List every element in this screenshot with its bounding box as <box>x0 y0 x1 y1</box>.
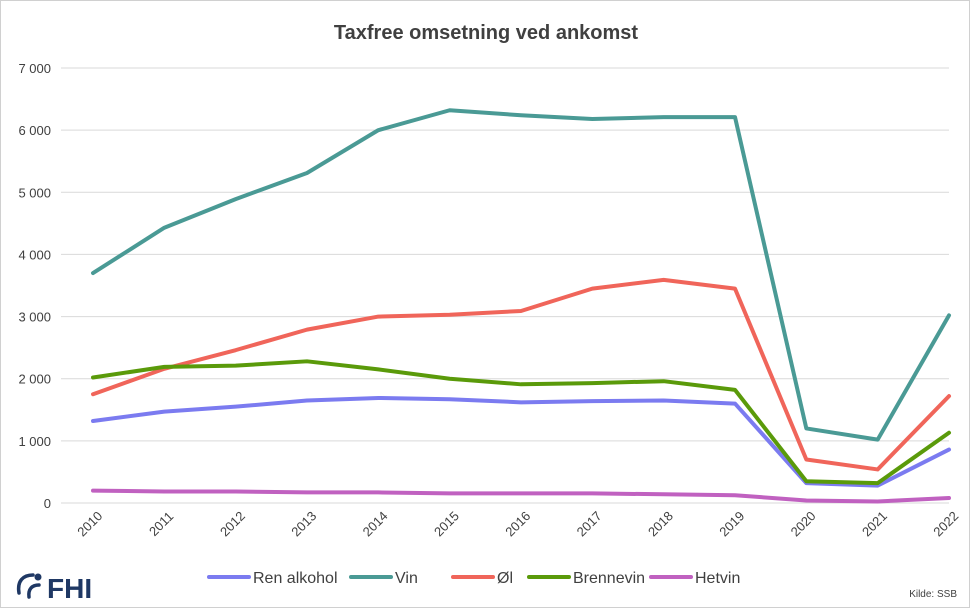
x-tick-label: 2015 <box>431 508 462 539</box>
x-tick-label: 2011 <box>146 509 176 539</box>
x-tick-label: 2014 <box>360 508 391 539</box>
x-tick-label: 2021 <box>859 508 890 539</box>
fhi-logo: FHI <box>16 573 92 604</box>
x-tick-label: 2013 <box>288 508 319 539</box>
series-line-hetvin <box>91 488 951 504</box>
x-tick-label: 2020 <box>788 508 819 539</box>
series-line-øl <box>91 277 951 472</box>
y-tick-label: 0 <box>44 496 51 511</box>
x-tick-label: 2018 <box>645 508 676 539</box>
series-line-ren-alkohol <box>91 395 951 488</box>
x-axis-ticks: 2010 2011 2012 2013 2014 2015 2016 2017 2018 2019… <box>74 508 961 539</box>
legend-label: Hetvin <box>695 570 740 587</box>
chart-title: Taxfree omsetning ved ankomst <box>334 22 639 44</box>
gridlines <box>61 67 949 504</box>
x-tick-label: 2012 <box>217 508 248 539</box>
y-tick-label: 6 000 <box>18 123 51 138</box>
series-line-vin <box>91 108 951 442</box>
y-tick-label: 1 000 <box>18 434 51 449</box>
x-tick-label: 2019 <box>716 508 747 539</box>
source-note: Kilde: SSB <box>909 589 957 600</box>
series-lines <box>91 108 951 504</box>
y-tick-label: 3 000 <box>18 310 51 325</box>
y-tick-label: 4 000 <box>18 247 51 262</box>
x-tick-label: 2022 <box>930 508 961 539</box>
x-tick-label: 2016 <box>502 508 533 539</box>
y-axis-ticks: 0 1 000 2 000 3 000 4 000 5 000 6 000 7 000 <box>18 61 51 511</box>
series-line-brennevin <box>91 359 951 486</box>
legend: Ren alkohol Vin Øl Brennevin Hetvin <box>207 570 740 587</box>
y-tick-label: 7 000 <box>18 61 51 76</box>
x-tick-label: 2017 <box>574 508 605 539</box>
x-tick-label: 2010 <box>74 508 105 539</box>
legend-label: Vin <box>395 570 418 587</box>
fhi-logo-icon <box>16 573 42 599</box>
y-tick-label: 5 000 <box>18 185 51 200</box>
y-tick-label: 2 000 <box>18 372 51 387</box>
legend-label: Brennevin <box>573 570 645 587</box>
legend-label: Øl <box>497 570 513 587</box>
legend-label: Ren alkohol <box>253 570 338 587</box>
fhi-logo-text: FHI <box>47 573 92 604</box>
